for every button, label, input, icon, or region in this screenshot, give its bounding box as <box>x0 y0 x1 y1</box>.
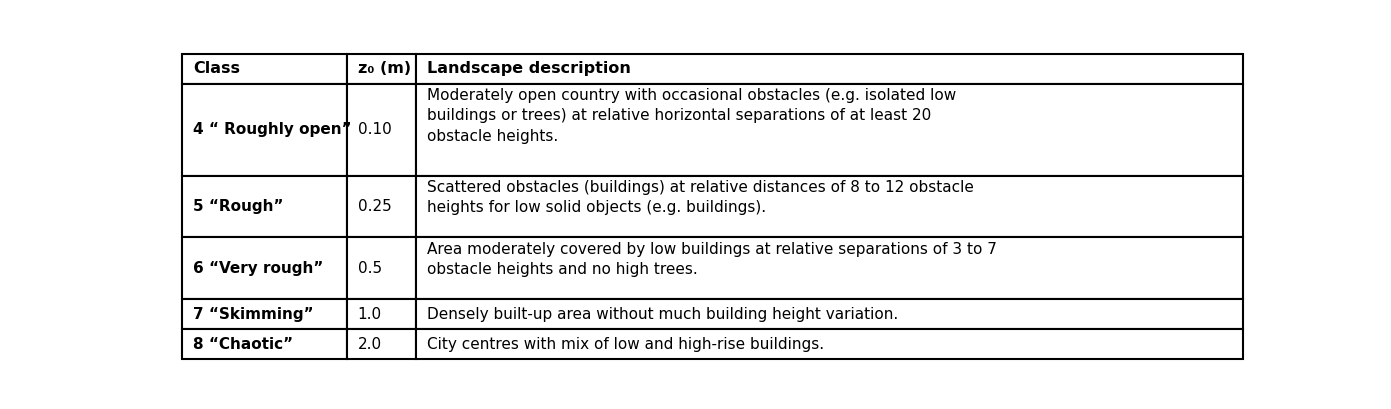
Bar <box>416 84 1244 175</box>
Text: Densely built-up area without much building height variation.: Densely built-up area without much build… <box>427 307 899 322</box>
Text: 4 “ Roughly open”: 4 “ Roughly open” <box>193 122 352 137</box>
Text: 2.0: 2.0 <box>357 337 381 352</box>
Bar <box>416 299 1244 329</box>
Text: Landscape description: Landscape description <box>427 61 630 76</box>
Bar <box>346 329 416 359</box>
Bar <box>416 329 1244 359</box>
Bar <box>346 238 416 299</box>
Bar <box>346 54 416 84</box>
Bar <box>182 238 346 299</box>
Text: Moderately open country with occasional obstacles (e.g. isolated low
buildings o: Moderately open country with occasional … <box>427 88 956 144</box>
Text: Scattered obstacles (buildings) at relative distances of 8 to 12 obstacle
height: Scattered obstacles (buildings) at relat… <box>427 180 974 215</box>
Text: Area moderately covered by low buildings at relative separations of 3 to 7
obsta: Area moderately covered by low buildings… <box>427 242 996 277</box>
Bar <box>182 54 346 84</box>
Text: 0.5: 0.5 <box>357 261 381 276</box>
Text: City centres with mix of low and high-rise buildings.: City centres with mix of low and high-ri… <box>427 337 823 352</box>
Bar <box>346 84 416 175</box>
Text: 1.0: 1.0 <box>357 307 381 322</box>
Text: 6 “Very rough”: 6 “Very rough” <box>193 261 324 276</box>
Text: 0.25: 0.25 <box>357 199 391 214</box>
Bar <box>346 299 416 329</box>
Bar <box>182 175 346 238</box>
Text: z₀ (m): z₀ (m) <box>357 61 410 76</box>
Bar <box>416 175 1244 238</box>
Text: Class: Class <box>193 61 241 76</box>
Bar <box>182 84 346 175</box>
Text: 8 “Chaotic”: 8 “Chaotic” <box>193 337 294 352</box>
Text: 5 “Rough”: 5 “Rough” <box>193 199 284 214</box>
Bar <box>416 54 1244 84</box>
Bar <box>182 299 346 329</box>
Text: 0.10: 0.10 <box>357 122 391 137</box>
Bar <box>416 238 1244 299</box>
Bar <box>346 175 416 238</box>
Bar <box>182 329 346 359</box>
Text: 7 “Skimming”: 7 “Skimming” <box>193 307 314 322</box>
